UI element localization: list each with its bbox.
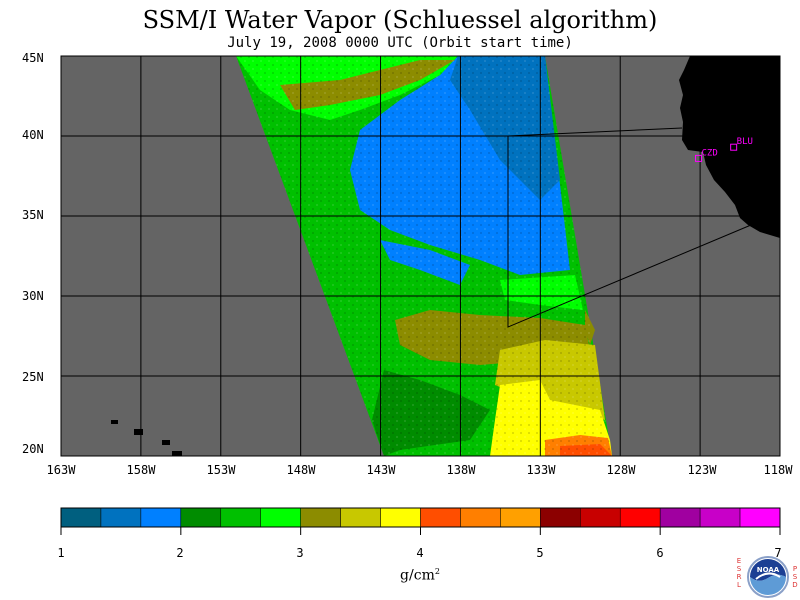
station-marker-czd — [695, 154, 703, 162]
lat-label-35n: 35N — [22, 208, 44, 222]
flight-track — [507, 127, 752, 328]
colorbar-tick-7: 7 — [774, 546, 782, 560]
lon-label-128w: 128W — [606, 463, 636, 477]
colorbar-tick-5: 5 — [536, 546, 544, 560]
map-title: SSM/I Water Vapor (Schluessel algorithm) — [142, 6, 658, 34]
station-markers: CZD BLU — [695, 137, 753, 162]
colorbar-swatch — [300, 507, 341, 528]
colorbar-swatch — [699, 507, 741, 528]
station-label-blu: BLU — [737, 137, 753, 147]
lon-label-163w: 163W — [46, 463, 76, 477]
lat-label-30n: 30N — [22, 289, 44, 303]
station-label-czd: CZD — [702, 148, 718, 158]
lon-label-148w: 148W — [286, 463, 316, 477]
colorbar-tick-1: 1 — [57, 546, 65, 560]
colorbar-swatch — [580, 507, 621, 528]
colorbar-swatch — [420, 507, 461, 528]
lon-label-123w: 123W — [687, 463, 717, 477]
colorbar-units-exponent: 2 — [434, 567, 440, 576]
graticule — [61, 56, 780, 456]
lon-label-138w: 138W — [446, 463, 476, 477]
lat-label-25n: 25N — [22, 370, 44, 384]
colorbar-swatch — [220, 507, 261, 528]
colorbar-swatch — [340, 507, 381, 528]
colorbar-swatch — [739, 507, 781, 528]
lon-label-133w: 133W — [526, 463, 556, 477]
noaa-logo-icon: NOAA — [747, 556, 789, 598]
colorbar-swatch — [460, 507, 501, 528]
colorbar-swatch — [659, 507, 701, 528]
colorbar-swatch — [500, 507, 541, 528]
colorbar-swatch — [100, 507, 142, 528]
colorbar-swatch — [60, 507, 102, 528]
noaa-logo-text: NOAA — [757, 566, 780, 574]
hawaii-islands — [111, 420, 182, 456]
lon-label-158w: 158W — [126, 463, 156, 477]
lon-label-143w: 143W — [366, 463, 396, 477]
colorbar-units: g/cm2 — [400, 567, 440, 584]
colorbar-swatch — [180, 507, 222, 528]
colorbar-tick-6: 6 — [656, 546, 664, 560]
colorbar-tick-2: 2 — [176, 546, 184, 560]
lon-label-118w: 118W — [763, 463, 793, 477]
colorbar-swatch — [619, 507, 661, 528]
map-frame — [60, 55, 781, 457]
station-marker-blu — [730, 143, 738, 151]
swath-texture — [236, 56, 612, 456]
colorbar — [60, 507, 781, 535]
colorbar-swatch — [140, 507, 182, 528]
colorbar-tick-4: 4 — [416, 546, 424, 560]
colorbar-swatch — [380, 507, 421, 528]
land-mass — [679, 56, 780, 238]
colorbar-tick-3: 3 — [296, 546, 304, 560]
lat-label-45n: 45N — [22, 51, 44, 65]
lat-label-40n: 40N — [22, 128, 44, 142]
colorbar-units-text: g/cm — [400, 567, 435, 584]
colorbar-swatch — [540, 507, 581, 528]
lon-label-153w: 153W — [206, 463, 236, 477]
lat-label-20n: 20N — [22, 442, 44, 456]
map-subtitle: July 19, 2008 0000 UTC (Orbit start time… — [227, 35, 573, 51]
colorbar-swatch — [260, 507, 301, 528]
